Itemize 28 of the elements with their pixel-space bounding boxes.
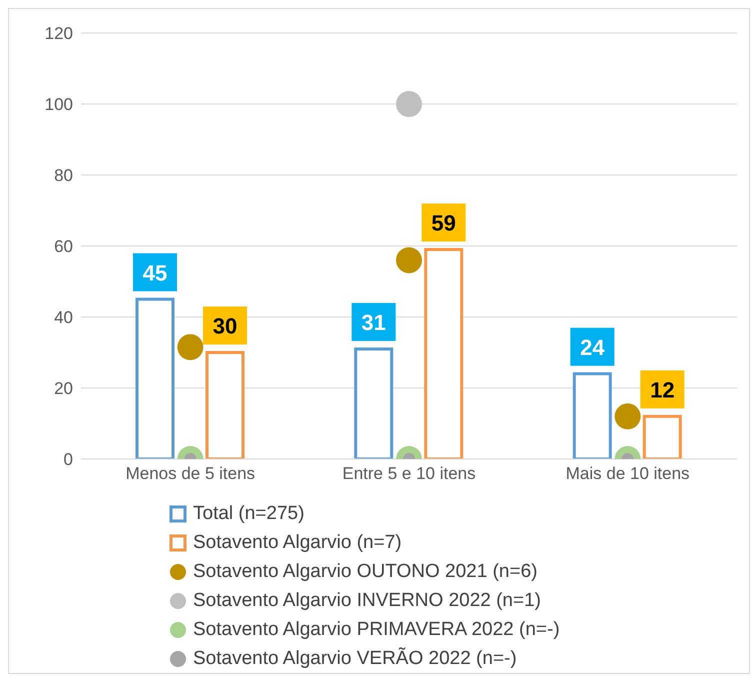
- bar: [642, 414, 682, 459]
- legend-label: Sotavento Algarvio OUTONO 2021 (n=6): [193, 560, 538, 584]
- bar: [572, 372, 612, 459]
- bar: [354, 347, 394, 459]
- data-label: 31: [361, 310, 386, 335]
- y-tick-label: 120: [44, 24, 73, 44]
- y-tick-label: 100: [44, 95, 73, 114]
- data-label: 59: [431, 210, 456, 236]
- x-tick-label: Menos de 5 itens: [126, 464, 256, 484]
- x-tick-label: Entre 5 e 10 itens: [342, 464, 476, 484]
- y-tick-label: 80: [54, 166, 73, 186]
- legend-label: Sotavento Algarvio PRIMAVERA 2022 (n=-): [193, 618, 560, 642]
- data-label: 12: [650, 377, 675, 402]
- data-label: 24: [580, 334, 606, 360]
- x-tick-label: Mais de 10 itens: [566, 464, 690, 484]
- y-tick-label: 40: [54, 308, 73, 328]
- legend-label: Sotavento Algarvio (n=7): [193, 531, 402, 555]
- y-tick-label: 60: [54, 237, 73, 256]
- data-label: 45: [142, 260, 168, 286]
- bar: [206, 351, 244, 459]
- bar: [136, 298, 174, 459]
- y-tick-label: 20: [54, 379, 73, 398]
- data-label: 30: [212, 314, 238, 338]
- legend-label: Sotavento Algarvio VERÃO 2022 (n=-): [193, 646, 517, 671]
- y-tick-label: 0: [64, 450, 73, 470]
- bar: [424, 248, 464, 459]
- legend-label: Total (n=275): [193, 502, 304, 526]
- legend-label: Sotavento Algarvio INVERNO 2022 (n=1): [193, 589, 541, 613]
